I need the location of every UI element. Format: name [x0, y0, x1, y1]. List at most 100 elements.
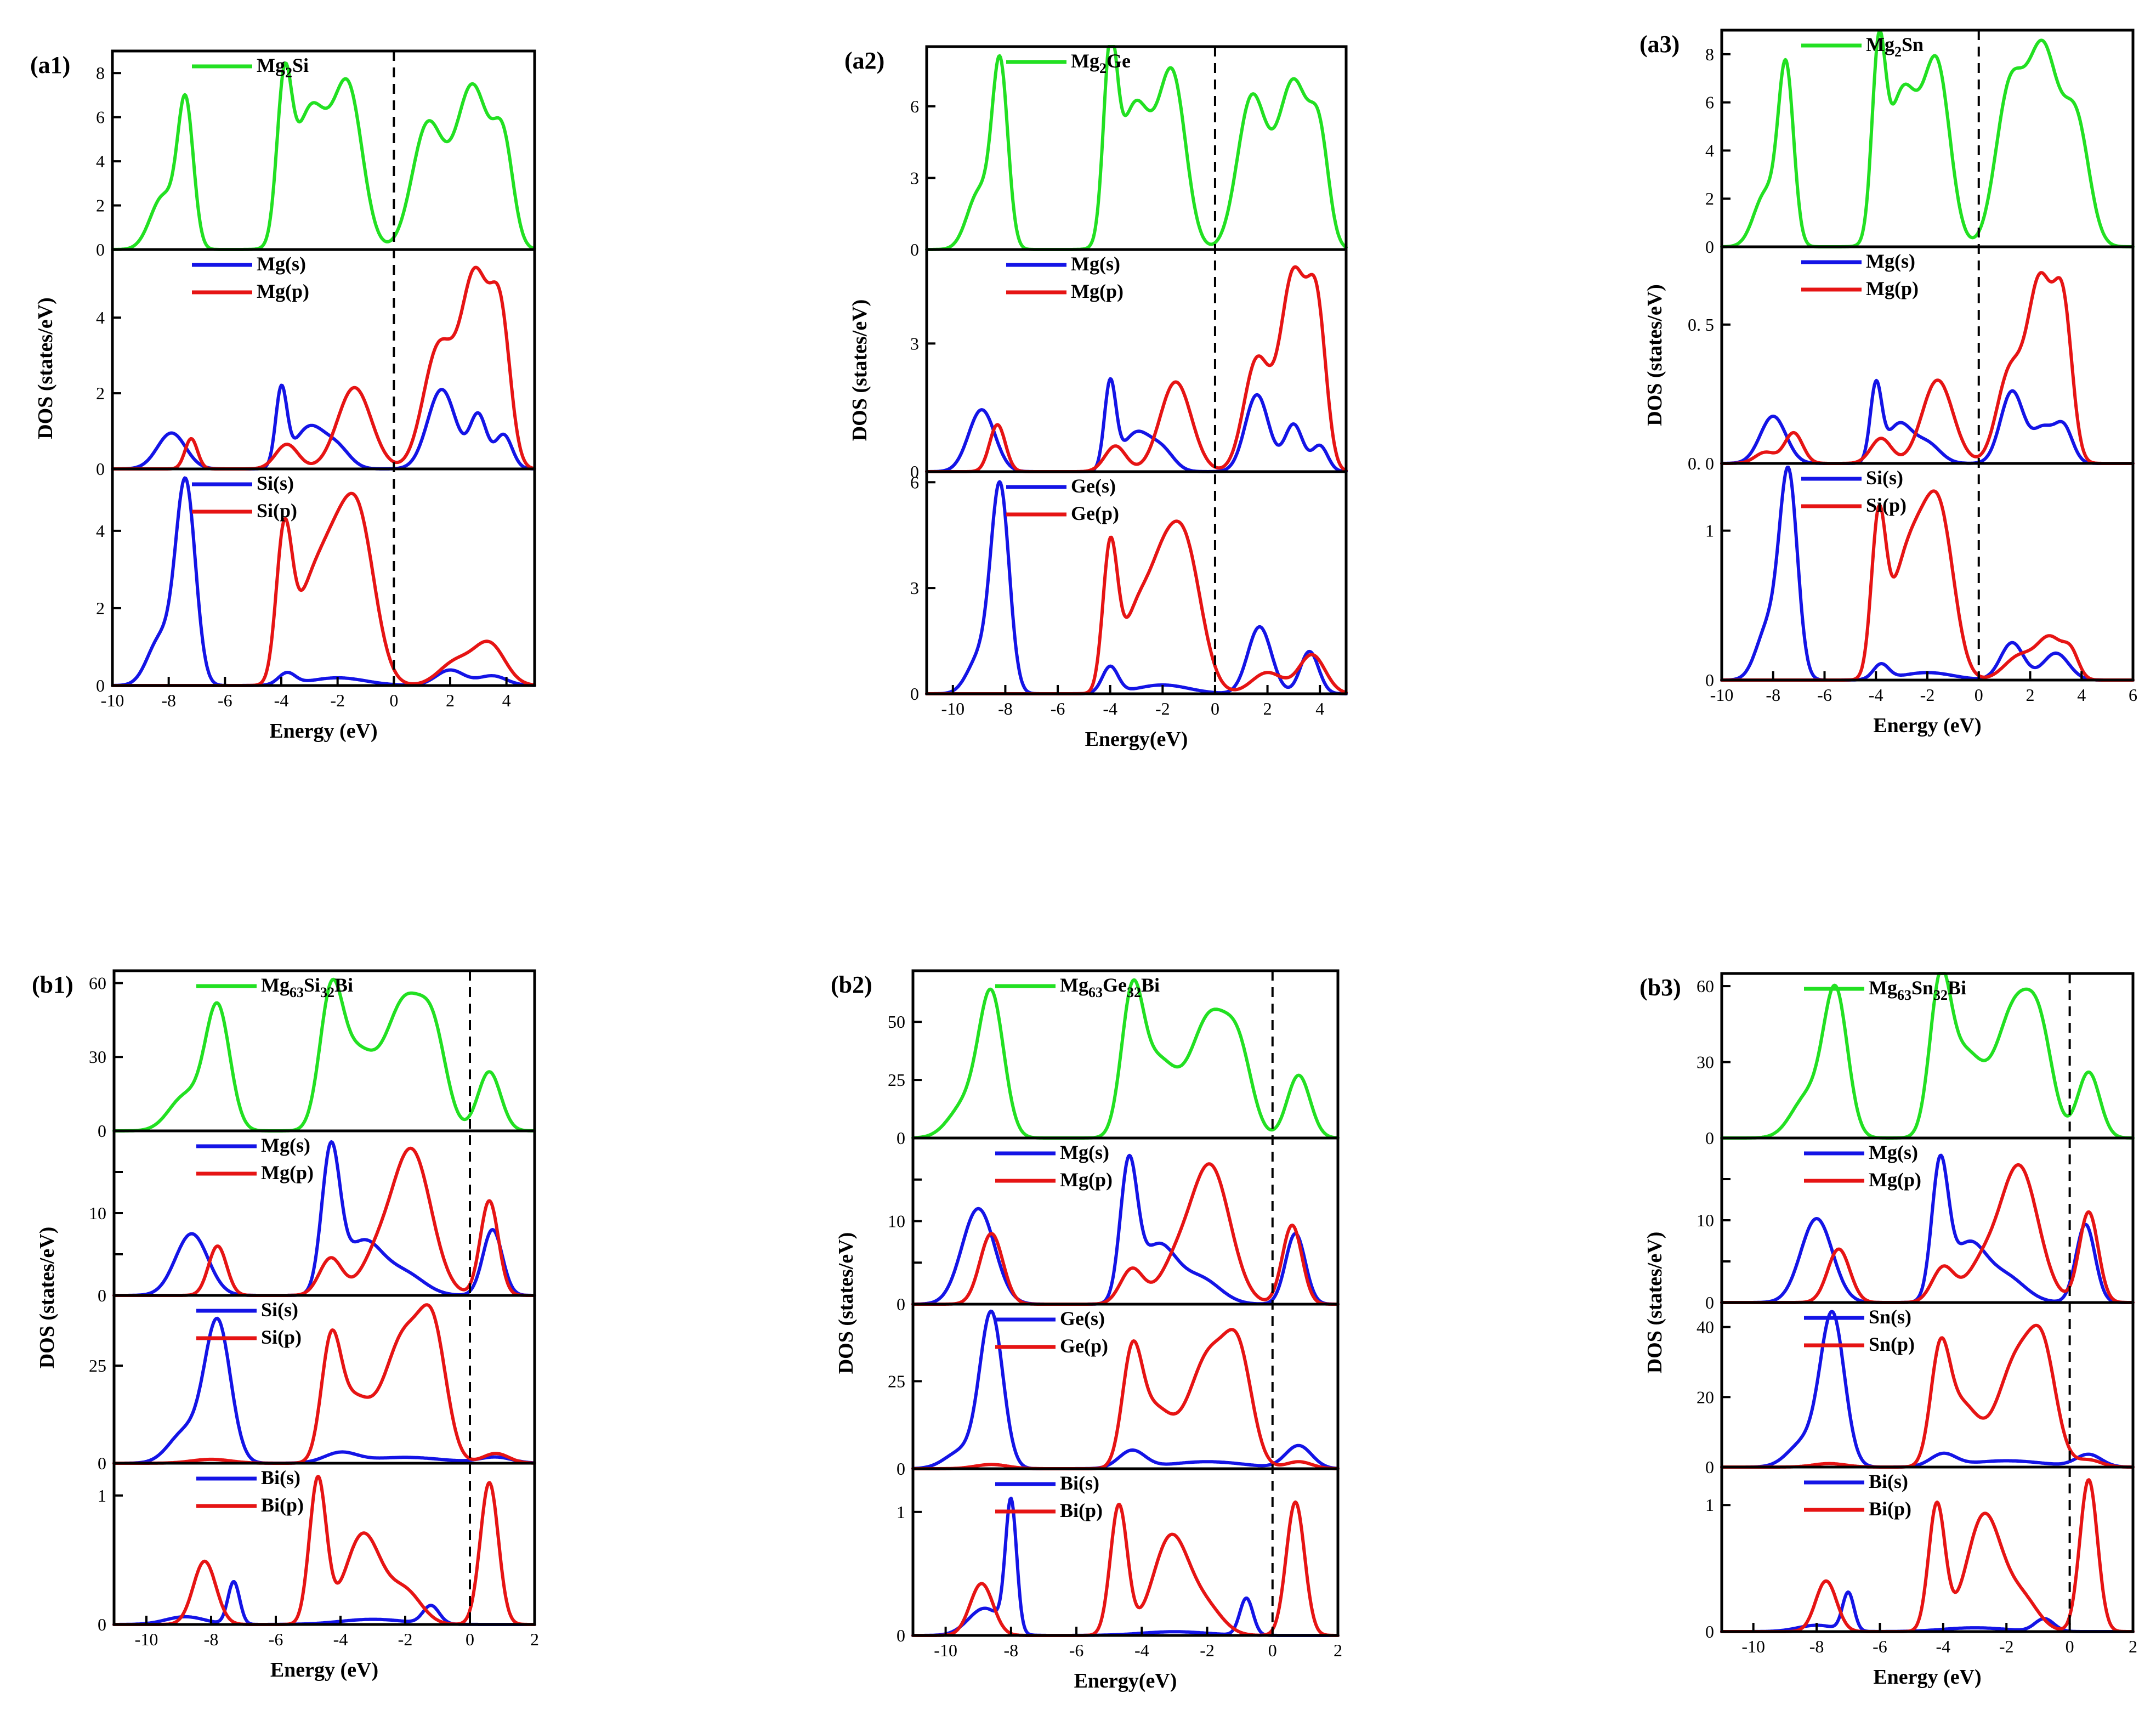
legend-label: Bi(s): [1869, 1470, 1908, 1492]
legend-label: Si(s): [1866, 467, 1903, 489]
curve-b2-total: [911, 978, 1340, 1140]
y-axis-label: DOS (states/eV): [1643, 1232, 1666, 1374]
y-tick-label: 25: [888, 1371, 905, 1391]
legend-label: Ge(p): [1071, 502, 1119, 524]
panel-label-b2: (b2): [831, 971, 872, 998]
curve-a2-Mg(s): [925, 377, 1348, 473]
legend-label: Mg(p): [1060, 1169, 1113, 1191]
x-tick-label: -8: [1004, 1640, 1019, 1660]
x-tick-label: -10: [934, 1640, 957, 1660]
legend-label: Mg63Si32Bi: [261, 974, 353, 1000]
legend-label: Mg(p): [1866, 278, 1919, 299]
subplot-a1-2: 0 2 4 Si(s) Si(p): [96, 467, 536, 695]
legend-label: Mg(s): [261, 1134, 310, 1156]
y-tick-label: 0: [1705, 1457, 1714, 1477]
y-tick-label: 0: [910, 462, 919, 482]
panel-label-a3: (a3): [1639, 31, 1680, 58]
x-tick-label: 2: [1263, 699, 1272, 718]
x-tick-label: -6: [269, 1629, 283, 1649]
y-tick-label: 3: [910, 578, 919, 598]
x-tick-label: -4: [333, 1629, 348, 1649]
y-tick-label: 2: [96, 598, 105, 618]
y-tick-label: 6: [96, 107, 105, 127]
legend-label: Ge(s): [1060, 1307, 1105, 1329]
y-tick-label: 0: [910, 240, 919, 259]
y-tick-label: 20: [1697, 1387, 1714, 1407]
curve-b2-Ge(s): [911, 1309, 1340, 1470]
legend-label: Mg63Ge32Bi: [1060, 974, 1160, 1000]
y-tick-label: 0: [1705, 237, 1714, 257]
legend-label: Mg(p): [1869, 1169, 1921, 1191]
curve-a1-Mg(s): [111, 383, 536, 471]
y-tick-label: 0. 5: [1688, 315, 1714, 335]
curve-b3-Mg(s): [1720, 1153, 2135, 1304]
y-tick-label: 10: [888, 1212, 905, 1231]
y-tick-label: 60: [1697, 976, 1714, 996]
x-tick-label: 2: [530, 1629, 539, 1649]
subplot-frame: [112, 1462, 536, 1626]
y-axis-label: DOS (states/eV): [1643, 284, 1666, 426]
x-axis-label: Energy(eV): [1085, 728, 1188, 751]
subplot-a3-2: 0 1 Si(s) Si(p): [1705, 462, 2135, 690]
x-tick-label: 2: [2026, 685, 2035, 705]
y-tick-label: 4: [96, 151, 105, 171]
curve-b1-total: [112, 977, 536, 1133]
y-tick-label: 3: [910, 333, 919, 353]
subplot-b1-2: 0 25 Si(s) Si(p): [89, 1294, 536, 1473]
x-tick-label: -10: [941, 699, 964, 718]
y-tick-label: 4: [96, 521, 105, 541]
legend-label: Si(p): [257, 500, 297, 522]
x-tick-label: 2: [1334, 1640, 1342, 1660]
legend-label: Ge(s): [1071, 475, 1116, 497]
y-tick-label: 0: [98, 1453, 106, 1473]
x-tick-label: -8: [204, 1629, 219, 1649]
x-tick-label: -6: [1069, 1640, 1084, 1660]
y-tick-label: 25: [89, 1356, 106, 1375]
y-tick-label: 30: [89, 1047, 106, 1067]
y-tick-label: 1: [98, 1486, 106, 1505]
y-axis-label: DOS (states/eV): [835, 1232, 858, 1374]
legend-label: Mg2Sn: [1866, 33, 1924, 60]
legend-label: Si(s): [257, 472, 294, 494]
x-tick-label: 0: [2066, 1637, 2074, 1656]
x-tick-label: 6: [2129, 685, 2137, 705]
y-tick-label: 60: [89, 973, 106, 993]
panel-b2: (b2)02550Mg63Ge32Bi010Mg(s)Mg(p)025Ge(s)…: [831, 969, 1342, 1692]
curve-a2-Ge(s): [925, 480, 1348, 695]
subplot-b1-3: 0 1 Bi(s) Bi(p): [98, 1462, 536, 1634]
legend-label: Mg(p): [257, 280, 309, 302]
legend-label: Si(p): [1866, 494, 1907, 516]
y-tick-label: 10: [89, 1203, 106, 1223]
x-tick-label: 4: [1315, 699, 1324, 718]
y-tick-label: 0: [1705, 670, 1714, 690]
subplot-frame: [911, 1467, 1340, 1637]
x-tick-label: -4: [1103, 699, 1117, 718]
curve-b1-Si(p): [112, 1303, 536, 1465]
y-axis-label: DOS (states/eV): [36, 1227, 59, 1369]
panel-label-b1: (b1): [32, 971, 73, 998]
x-tick-label: -4: [1869, 685, 1883, 705]
legend-label: Mg(s): [257, 253, 306, 275]
y-tick-label: 1: [1705, 521, 1714, 541]
curve-b1-Bi(p): [112, 1475, 536, 1626]
x-tick-label: 0: [1268, 1640, 1277, 1660]
y-axis-label: DOS (states/eV): [848, 299, 871, 441]
y-tick-label: 4: [96, 308, 105, 327]
y-tick-label: 8: [96, 63, 105, 83]
subplot-b3-0: 0 30 60 Mg63Sn32Bi: [1697, 972, 2135, 1148]
curve-a3-Mg(p): [1720, 271, 2135, 465]
y-tick-label: 4: [1705, 140, 1714, 160]
y-tick-label: 0: [1705, 1622, 1714, 1641]
x-axis-label: Energy (eV): [269, 720, 377, 743]
x-tick-label: 0: [389, 690, 398, 710]
x-tick-label: -8: [1766, 685, 1780, 705]
legend-label: Bi(p): [1060, 1499, 1103, 1521]
y-tick-label: 50: [888, 1012, 905, 1032]
legend-label: Mg2Ge: [1071, 50, 1131, 76]
y-tick-label: 10: [1697, 1210, 1714, 1230]
legend-label: Sn(s): [1869, 1306, 1911, 1328]
y-tick-label: 8: [1705, 44, 1714, 64]
x-tick-label: -6: [1873, 1637, 1887, 1656]
x-tick-label: -6: [1051, 699, 1065, 718]
subplot-frame: [925, 470, 1348, 695]
